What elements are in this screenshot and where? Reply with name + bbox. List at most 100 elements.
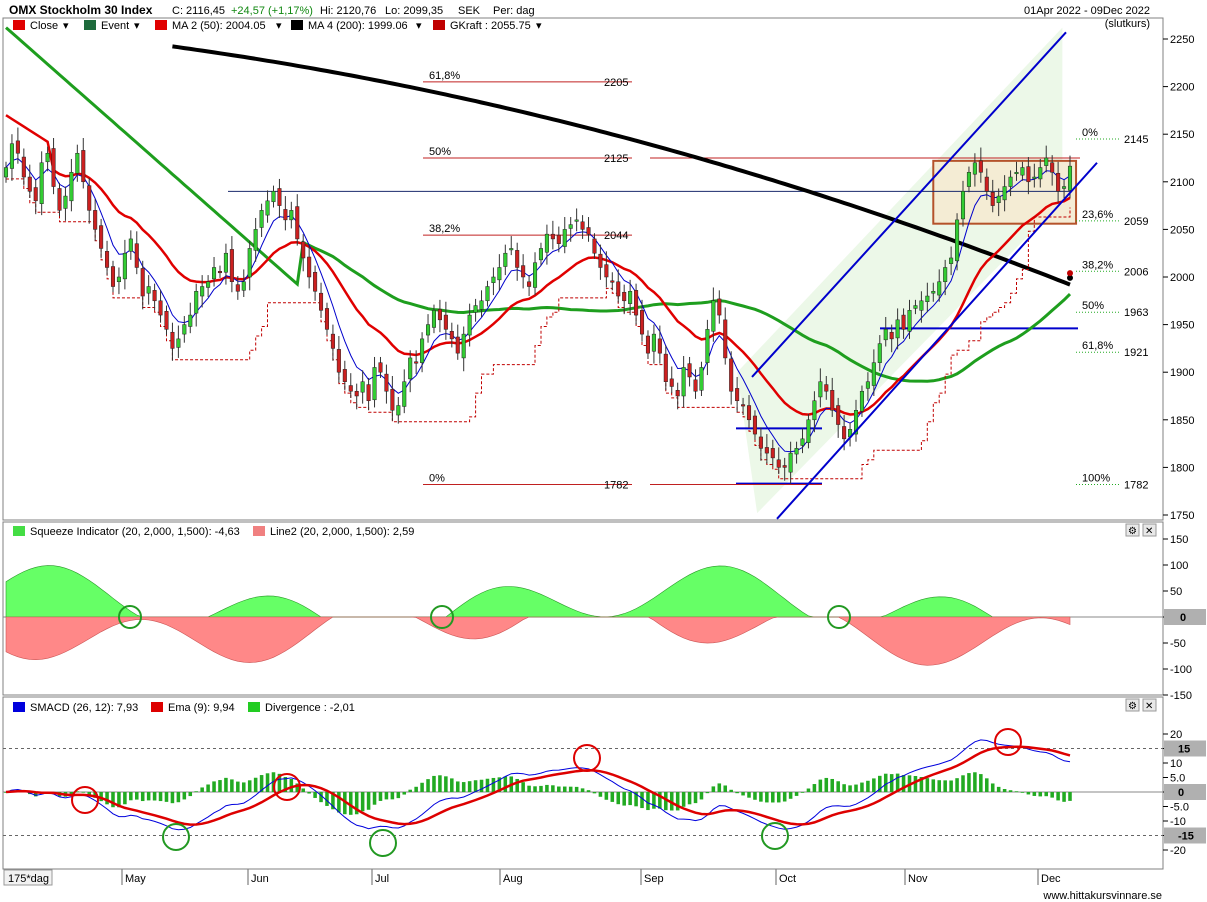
macd-close-button[interactable]: ✕ [1142, 698, 1157, 712]
period-box[interactable] [3, 869, 53, 886]
macd-cross-circle [761, 822, 789, 850]
divergence-bar [4, 792, 8, 793]
divergence-bar [438, 775, 442, 792]
candle-up [116, 276, 121, 283]
divergence-bar [586, 790, 591, 792]
legend-event-swatch [84, 20, 96, 30]
price-tick-label: 2150 [1170, 129, 1194, 141]
candle-up [1020, 167, 1025, 176]
divergence-bar [652, 792, 656, 809]
candle-up [75, 152, 80, 174]
divergence-bar [432, 775, 436, 792]
candle-down [764, 447, 769, 454]
price-tick-label: 1950 [1170, 320, 1194, 332]
divergence-bar [872, 778, 876, 792]
candle-down [515, 250, 520, 268]
legend-gkraft[interactable]: GKraft : 2055.75 ▾ [433, 20, 542, 32]
candle-down [622, 291, 627, 302]
divergence-bar [81, 791, 86, 793]
ma2-red-line [5, 114, 1071, 416]
candle-down [645, 335, 650, 354]
divergence-bar [776, 792, 781, 803]
divergence-bar [99, 792, 103, 802]
candle-down [978, 160, 983, 173]
month-label: Sep [644, 873, 664, 885]
chevron-down-icon[interactable]: ▾ [134, 20, 140, 32]
divergence-bar [241, 782, 246, 792]
squeeze-cross-circle [827, 605, 851, 629]
divergence-bar [521, 782, 525, 792]
divergence-bar [735, 792, 739, 794]
divergence-bar [426, 779, 430, 792]
squeeze-layer [3, 565, 1163, 666]
divergence-bar [539, 785, 543, 792]
candle-down [830, 390, 835, 411]
candle-down [521, 265, 526, 278]
chevron-down-icon[interactable]: ▾ [63, 20, 69, 32]
low-value: Lo: 2099,35 [385, 5, 443, 17]
legend-ma2[interactable]: MA 2 (50): 2004.05 ▾ [155, 20, 282, 32]
macd-panel [2, 696, 1164, 870]
divergence-bar [164, 792, 169, 802]
divergence-bar [503, 776, 508, 792]
squeeze-settings-button[interactable]: ⚙ [1125, 523, 1140, 537]
candle-down [901, 314, 906, 330]
close-value: C: 2116,45 [172, 5, 225, 17]
squeeze-panel [2, 521, 1164, 696]
divergence-bar [105, 792, 109, 805]
legend-ma4-label: MA 4 (200): 1999.06 [308, 20, 408, 32]
squeeze-cross-circle [118, 605, 142, 629]
legend-ma2-swatch [155, 20, 167, 30]
chevron-down-icon[interactable]: ▾ [276, 20, 282, 32]
divergence-bar [224, 777, 228, 792]
divergence-bar [527, 785, 531, 792]
fib-pct-right: 38,2% [1082, 259, 1113, 271]
macd-settings-button[interactable]: ⚙ [1125, 698, 1140, 712]
chevron-down-icon[interactable]: ▾ [416, 20, 422, 32]
divergence-bar [402, 792, 407, 795]
candle-up [937, 281, 942, 296]
candle-up [241, 281, 246, 291]
divergence-bar [788, 792, 793, 799]
candle-up [39, 162, 44, 204]
candle-up [788, 452, 793, 473]
divergence-bar [1014, 791, 1019, 793]
divergence-bar [913, 776, 918, 792]
divergence-bar [277, 773, 282, 792]
candle-up [907, 310, 912, 332]
period-footer-label: 175*dag [8, 873, 49, 885]
divergence-bar [842, 784, 846, 792]
squeeze-close-button[interactable]: ✕ [1142, 523, 1157, 537]
macd-tick-label: -20 [1170, 845, 1186, 857]
candle-down [657, 338, 662, 354]
candle-down [283, 209, 288, 221]
macd-layer [3, 728, 1163, 857]
candle-down [110, 266, 116, 287]
divergence-bar [729, 789, 733, 792]
divergence-bar [283, 777, 288, 792]
candle-up [806, 419, 811, 443]
divergence-bar [836, 781, 840, 792]
legend-ma4[interactable]: MA 4 (200): 1999.06 ▾ [291, 20, 422, 32]
candle-up [574, 219, 579, 222]
divergence-bar [230, 779, 234, 792]
squeeze-tick-label: -100 [1170, 664, 1192, 676]
candle-up [259, 210, 264, 228]
legend-event[interactable]: Event ▾ [84, 20, 140, 32]
divergence-bar [622, 792, 626, 806]
month-label: Jul [375, 873, 389, 885]
price-tick-label: 2050 [1170, 224, 1194, 236]
candle-down [443, 314, 448, 330]
divergence-bar [557, 786, 561, 792]
divergence-bar [818, 779, 823, 792]
candle-up [473, 305, 478, 313]
chevron-down-icon[interactable]: ▾ [536, 20, 542, 32]
divergence-bar [140, 792, 145, 802]
divergence-bar [384, 792, 389, 800]
channel-lower-line [776, 162, 1098, 520]
divergence-bar [414, 786, 418, 792]
candle-down [1026, 166, 1031, 183]
candle-down [693, 379, 698, 392]
legend-close[interactable]: Close ▾ [13, 20, 69, 32]
candle-down [313, 271, 318, 292]
